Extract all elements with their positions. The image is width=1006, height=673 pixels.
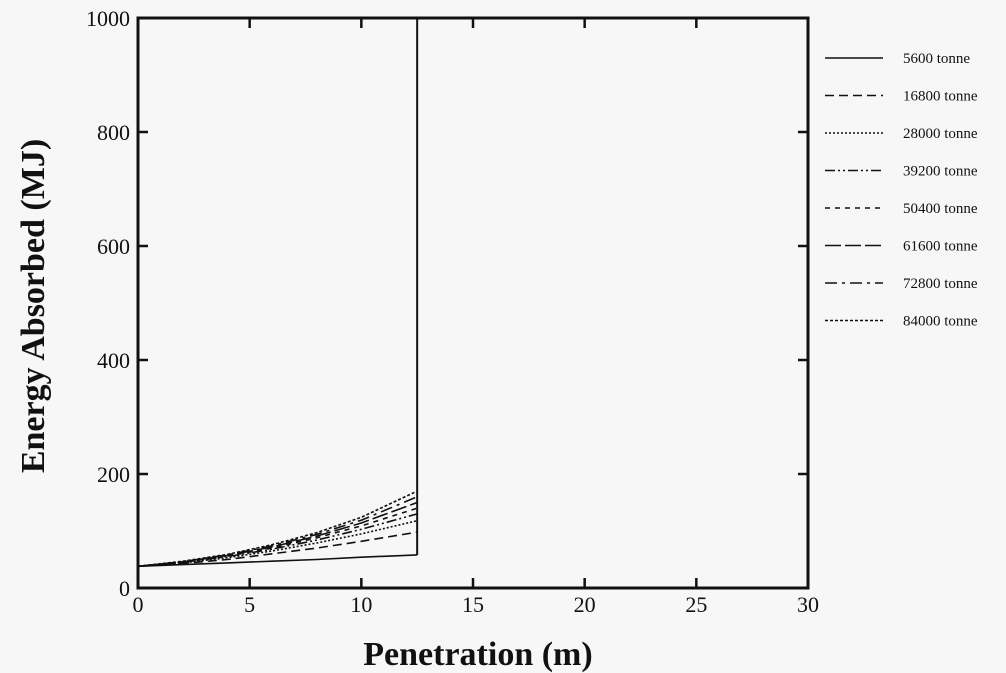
x-tick-label: 15 — [462, 592, 484, 617]
legend-label: 5600 tonne — [903, 51, 970, 67]
legend-label: 16800 tonne — [903, 89, 978, 105]
x-tick-label: 30 — [797, 592, 819, 617]
y-tick-label: 200 — [97, 462, 130, 487]
y-tick-label: 600 — [97, 234, 130, 259]
y-tick-label: 400 — [97, 348, 130, 373]
series-line-8 — [137, 490, 418, 568]
series-line-1 — [137, 554, 418, 568]
y-tick-label: 0 — [119, 576, 130, 601]
axes: 0 5 10 15 20 25 30 0 200 400 600 800 1000 — [86, 6, 819, 617]
legend-label: 50400 tonne — [903, 201, 978, 217]
x-tick-label: 20 — [574, 592, 596, 617]
y-tick-label: 800 — [97, 120, 130, 145]
series-line-7 — [137, 496, 418, 568]
series-line-4 — [137, 513, 418, 568]
x-tick-label: 0 — [133, 592, 144, 617]
plot-frame — [136, 16, 810, 590]
y-tick-label: 1000 — [86, 6, 130, 31]
x-tick-label: 10 — [350, 592, 372, 617]
legend: 5600 tonne 16800 tonne 28000 tonne 39200 to… — [825, 51, 978, 330]
x-tick-label: 5 — [244, 592, 255, 617]
legend-label: 84000 tonne — [903, 314, 978, 330]
x-tick-label: 25 — [685, 592, 707, 617]
series-lines — [137, 18, 419, 568]
y-axis-title: Energy Absorbed (MJ) — [15, 139, 52, 473]
legend-label: 28000 tonne — [903, 126, 978, 142]
legend-label: 39200 tonne — [903, 164, 978, 180]
series-line-5 — [137, 507, 418, 568]
x-axis-title: Penetration (m) — [363, 636, 592, 673]
legend-label: 61600 tonne — [903, 239, 978, 255]
legend-label: 72800 tonne — [903, 276, 978, 292]
